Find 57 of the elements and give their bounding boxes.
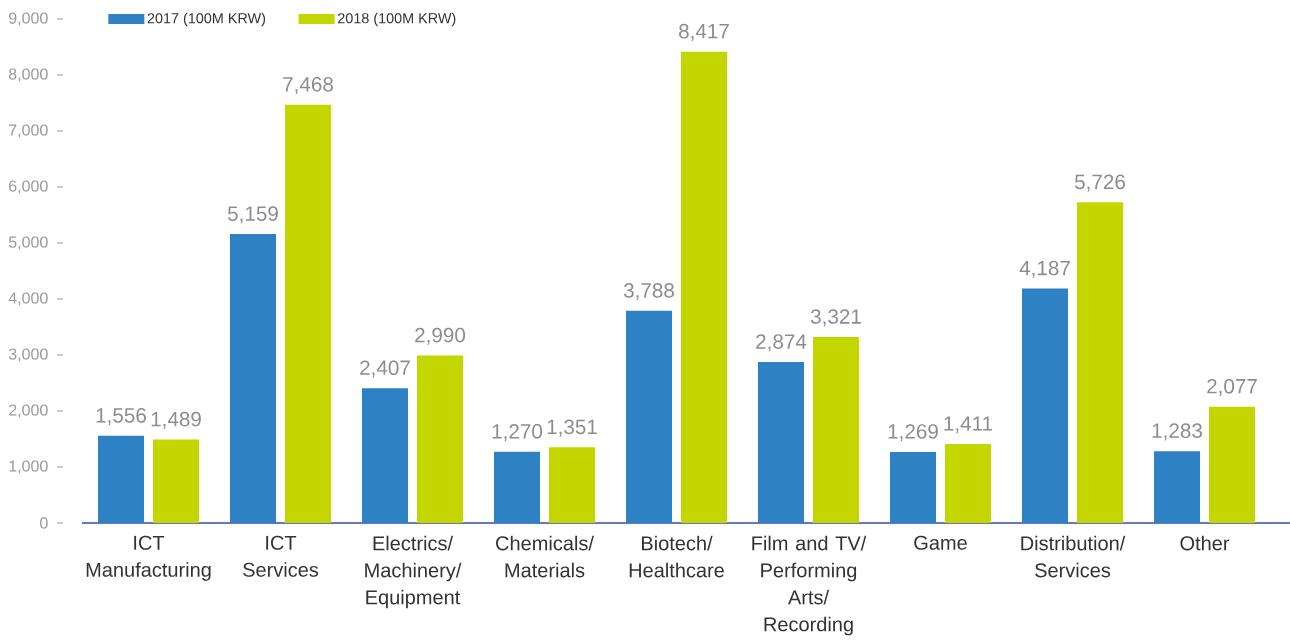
- y-tick-label: 0: [40, 517, 48, 529]
- data-label: 1,351: [547, 419, 597, 437]
- x-tick-label: Electrics/ Machinery/ Equipment: [365, 535, 462, 609]
- bar: [758, 362, 805, 523]
- legend-label: 2017 (100M KRW): [147, 12, 266, 27]
- data-label: 1,489: [151, 411, 201, 429]
- bar: [285, 104, 331, 523]
- bar: [230, 234, 277, 523]
- bar: [626, 310, 673, 523]
- bar: [494, 451, 541, 523]
- y-tick-label: 9,000: [9, 12, 48, 26]
- bar: [153, 439, 200, 523]
- bar: [681, 51, 728, 523]
- y-tick-label: 5,000: [8, 236, 48, 250]
- bar: [1077, 202, 1124, 523]
- legend-label: 2018 (100M KRW): [338, 12, 456, 27]
- x-tick-label: Game: [914, 535, 967, 550]
- data-label: 1,411: [944, 416, 993, 434]
- x-tick-label: Chemicals/ Materials: [496, 535, 594, 578]
- data-label: 4,187: [1019, 260, 1070, 278]
- x-tick-label: ICT Manufacturing: [86, 535, 211, 581]
- bar: [813, 337, 860, 523]
- x-tick-label: Other: [1180, 535, 1230, 551]
- y-tick-label: 8,000: [8, 68, 48, 82]
- bar: [98, 435, 145, 523]
- x-tick-label: Distribution/ Services: [1021, 535, 1126, 578]
- x-tick-label: Biotech/ Healthcare: [629, 535, 724, 578]
- bar: [1209, 406, 1256, 523]
- x-tick-label: ICT Services: [243, 535, 319, 577]
- data-label: 1,556: [96, 408, 146, 426]
- data-label: 5,159: [227, 206, 278, 224]
- x-tick-label: Film and TV/ Performing Arts/ Recording: [752, 535, 867, 636]
- y-tick-label: 3,000: [8, 348, 48, 362]
- data-label: 2,077: [1207, 378, 1257, 396]
- y-tick-label: 6,000: [9, 180, 48, 194]
- data-label: 5,726: [1074, 174, 1125, 192]
- data-label: 3,788: [623, 283, 674, 301]
- bar: [417, 355, 464, 523]
- bar: [362, 388, 409, 523]
- y-tick-label: 7,000: [9, 124, 48, 138]
- bar: [945, 443, 992, 523]
- data-label: 3,321: [810, 309, 861, 327]
- data-label: 2,990: [415, 327, 466, 345]
- y-tick-label: 4,000: [8, 292, 48, 306]
- bar: [890, 451, 937, 523]
- bar: [1022, 288, 1069, 523]
- data-label: 1,283: [1152, 423, 1202, 441]
- data-label: 8,417: [679, 23, 729, 41]
- data-label: 2,407: [360, 360, 410, 378]
- data-label: 1,269: [888, 424, 938, 442]
- bar: [549, 447, 596, 523]
- data-label: 1,270: [492, 424, 543, 442]
- y-tick-label: 1,000: [9, 460, 48, 474]
- data-label: 7,468: [283, 77, 333, 95]
- data-label: 2,874: [756, 334, 807, 352]
- bar: [1154, 451, 1201, 523]
- y-tick-label: 2,000: [9, 404, 48, 418]
